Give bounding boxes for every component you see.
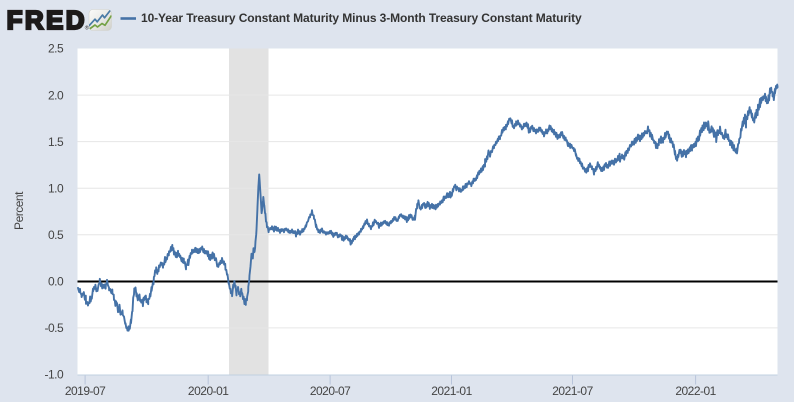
svg-text:2.5: 2.5 (48, 42, 64, 56)
svg-text:0.5: 0.5 (48, 228, 64, 242)
svg-text:2022-01: 2022-01 (675, 384, 716, 398)
svg-text:1.0: 1.0 (48, 181, 64, 195)
svg-text:2.0: 2.0 (48, 88, 64, 102)
svg-text:FRED: FRED (7, 5, 87, 35)
svg-text:10-Year Treasury Constant Matu: 10-Year Treasury Constant Maturity Minus… (141, 11, 582, 25)
svg-text:-1.0: -1.0 (45, 368, 65, 382)
svg-text:2021-07: 2021-07 (552, 384, 593, 398)
svg-text:Percent: Percent (12, 191, 26, 230)
svg-text:2021-01: 2021-01 (431, 384, 472, 398)
svg-text:2020-07: 2020-07 (310, 384, 351, 398)
svg-text:1.5: 1.5 (48, 135, 64, 149)
svg-text:-0.5: -0.5 (45, 321, 65, 335)
svg-text:0.0: 0.0 (48, 275, 64, 289)
svg-text:2019-07: 2019-07 (65, 384, 106, 398)
svg-text:2020-01: 2020-01 (188, 384, 229, 398)
svg-text:®: ® (85, 25, 89, 32)
